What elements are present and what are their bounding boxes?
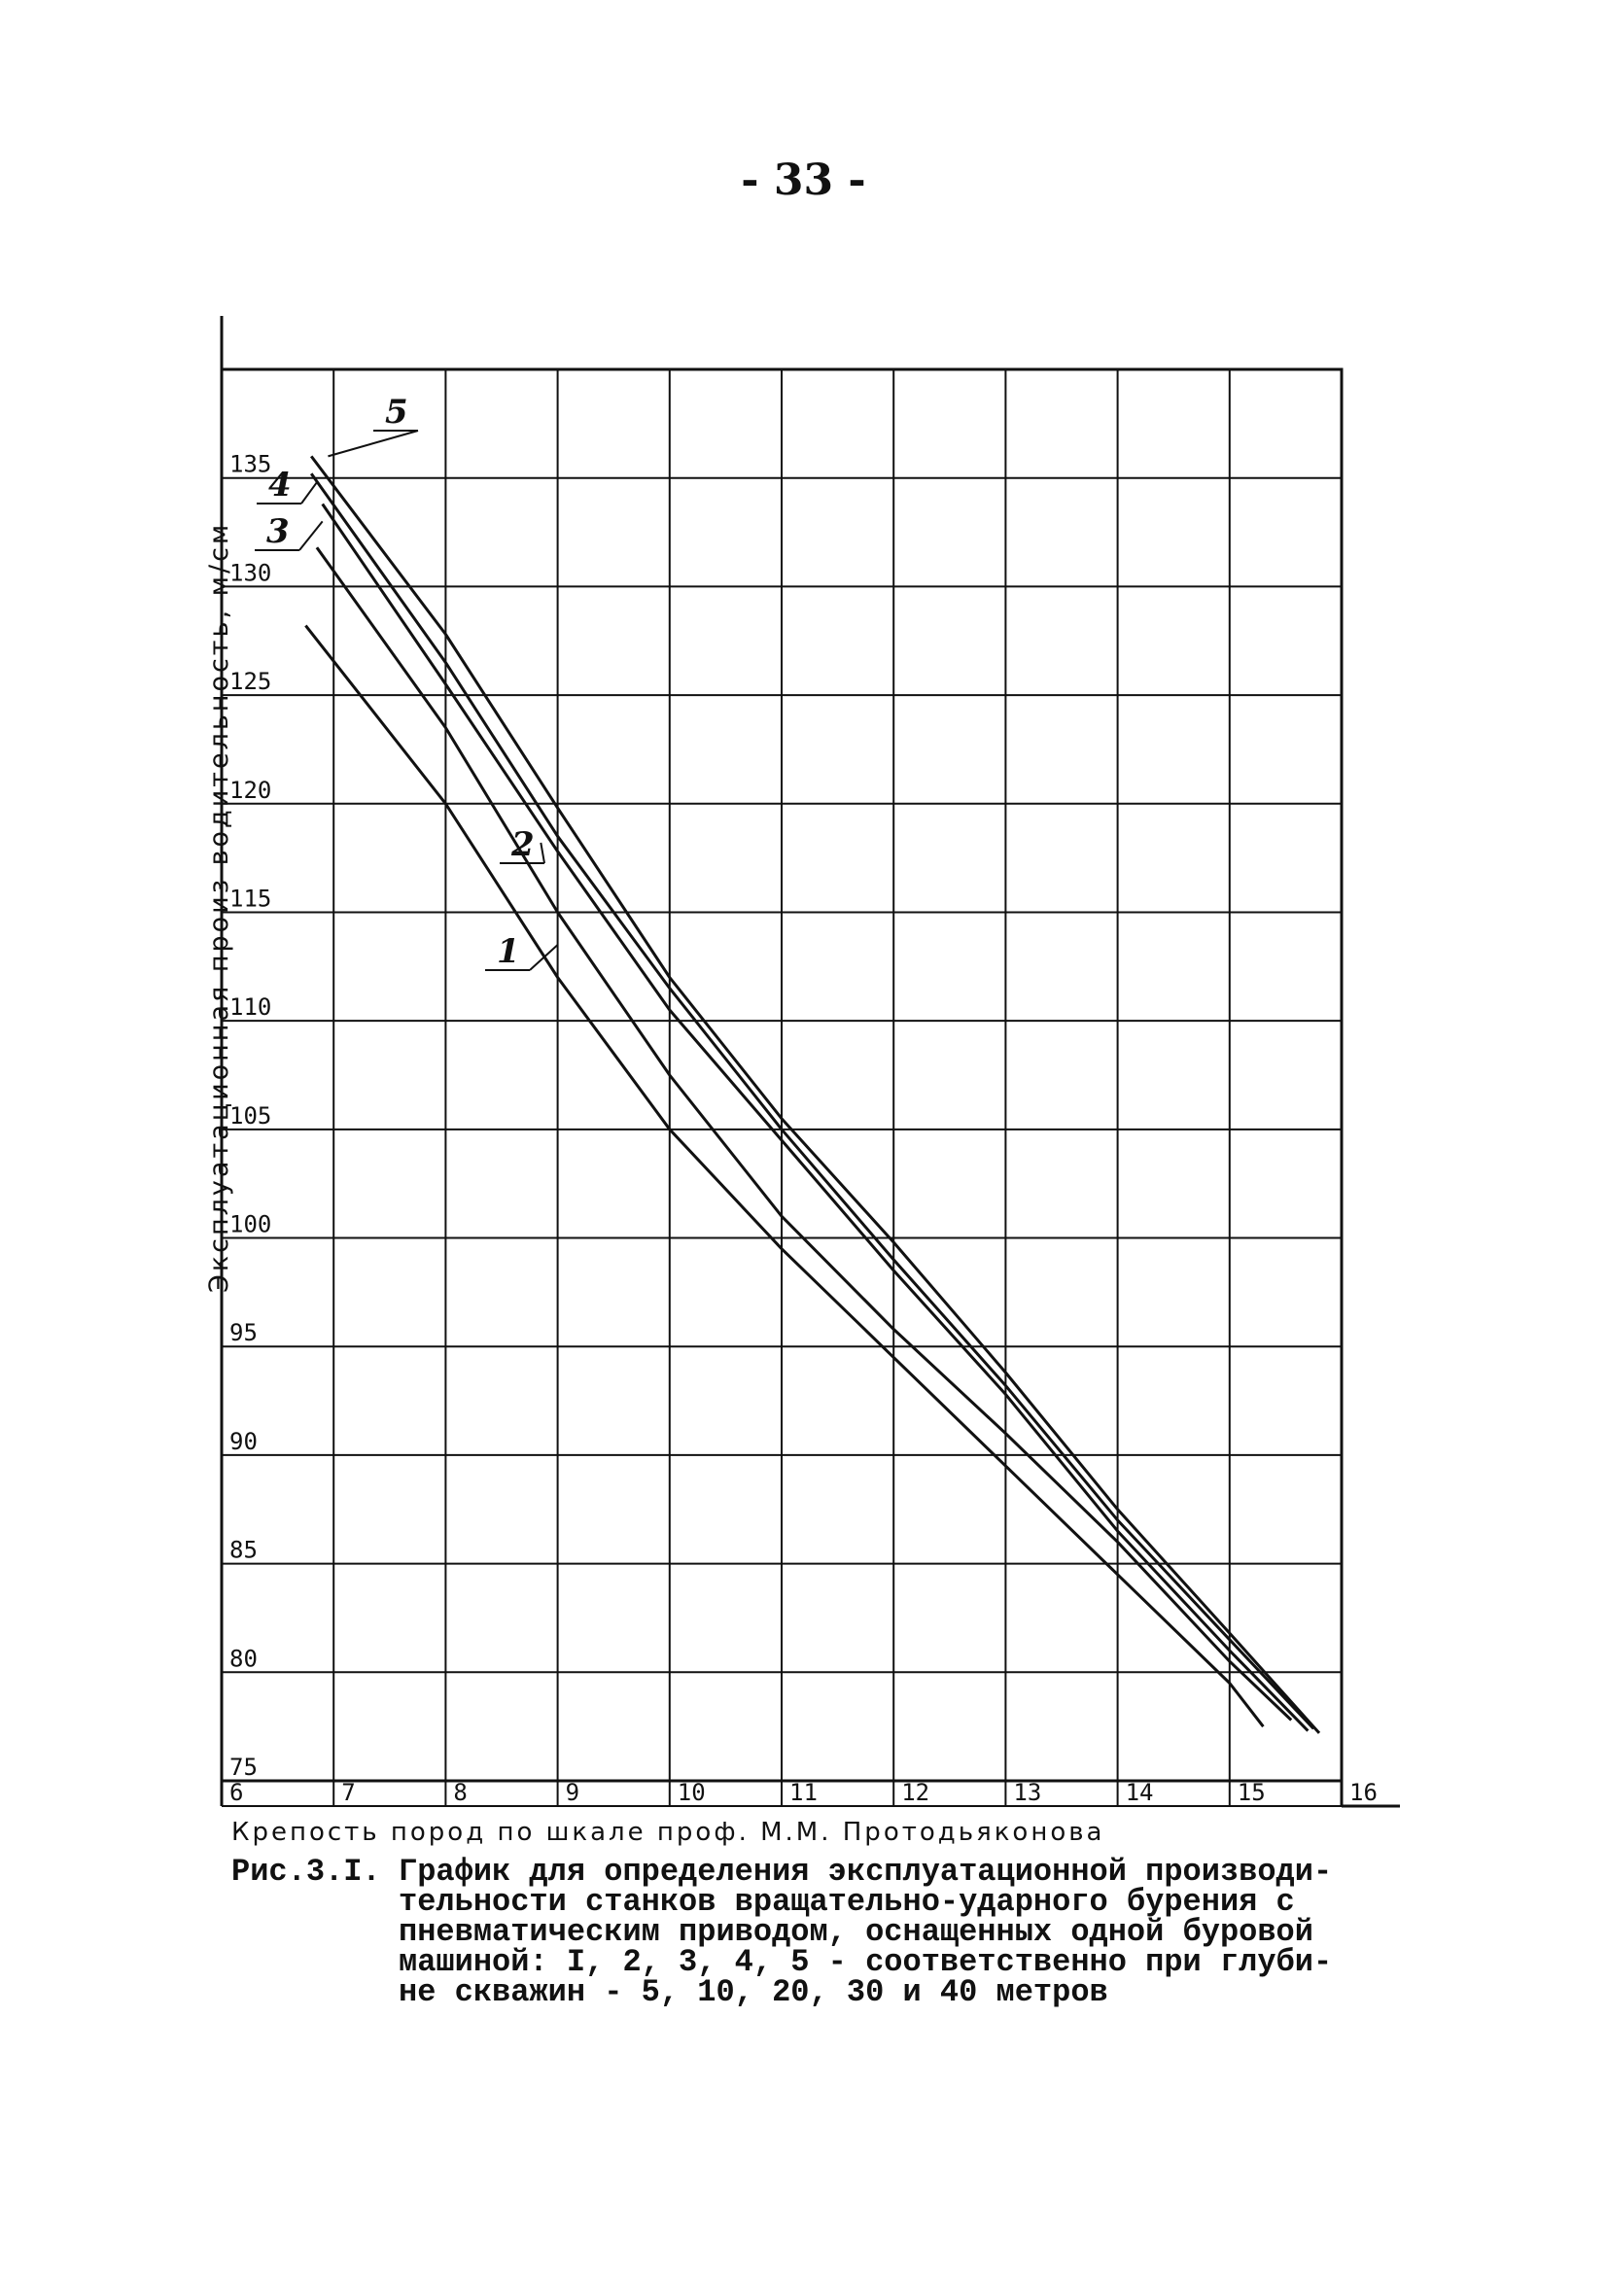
x-tick-label: 7 bbox=[341, 1779, 355, 1806]
y-tick-label: 125 bbox=[229, 668, 271, 695]
series-line-2 bbox=[315, 546, 1293, 1722]
y-tick-label: 95 bbox=[229, 1319, 258, 1346]
x-tick-label: 10 bbox=[678, 1779, 706, 1806]
series-label-5: 5 bbox=[385, 393, 408, 432]
series-line-3 bbox=[321, 503, 1310, 1732]
x-tick-label: 16 bbox=[1349, 1779, 1378, 1806]
figure-caption-lead: Рис.3.I. bbox=[231, 1854, 381, 1890]
y-tick-label: 115 bbox=[229, 885, 271, 912]
y-tick-label: 120 bbox=[229, 777, 271, 804]
x-tick-label: 6 bbox=[229, 1779, 243, 1806]
x-tick-label: 12 bbox=[901, 1779, 929, 1806]
series-label-1: 1 bbox=[497, 932, 520, 971]
y-tick-label: 80 bbox=[229, 1645, 258, 1672]
y-tick-label: 100 bbox=[229, 1211, 271, 1238]
series-line-5 bbox=[310, 455, 1321, 1734]
x-axis-label: Крепость пород по шкале проф. М.М. Прото… bbox=[231, 1818, 1105, 1847]
x-tick-label: 9 bbox=[566, 1779, 579, 1806]
y-axis-label: Эксплуатационная произ водительность, м/… bbox=[204, 521, 234, 1293]
series-line-1 bbox=[304, 624, 1265, 1728]
series-leader-3 bbox=[298, 520, 324, 551]
x-tick-label: 13 bbox=[1013, 1779, 1041, 1806]
y-tick-label: 135 bbox=[229, 451, 271, 478]
series-line-4 bbox=[309, 472, 1315, 1730]
x-tick-label: 11 bbox=[789, 1779, 818, 1806]
series-label-3: 3 bbox=[266, 512, 290, 551]
x-tick-label: 8 bbox=[453, 1779, 467, 1806]
series-leader-4 bbox=[300, 481, 318, 504]
x-tick-label: 15 bbox=[1238, 1779, 1266, 1806]
page-number: - 33 - bbox=[741, 156, 866, 205]
x-tick-label: 14 bbox=[1126, 1779, 1154, 1806]
y-tick-label: 90 bbox=[229, 1428, 258, 1455]
figure-caption: Рис.3.I. График для определения эксплуат… bbox=[231, 1854, 1398, 2010]
y-tick-label: 75 bbox=[229, 1754, 258, 1781]
series-leader-5 bbox=[328, 430, 419, 458]
y-tick-label: 105 bbox=[229, 1102, 271, 1130]
y-tick-label: 130 bbox=[229, 559, 271, 586]
series-label-2: 2 bbox=[510, 825, 535, 864]
figure-caption-body: График для определения эксплуатационной … bbox=[399, 1854, 1333, 2010]
series-leader-1 bbox=[529, 944, 559, 971]
series-leader-2 bbox=[540, 842, 545, 864]
series-label-4: 4 bbox=[268, 466, 292, 504]
y-tick-label: 110 bbox=[229, 993, 271, 1021]
y-tick-label: 85 bbox=[229, 1537, 258, 1564]
